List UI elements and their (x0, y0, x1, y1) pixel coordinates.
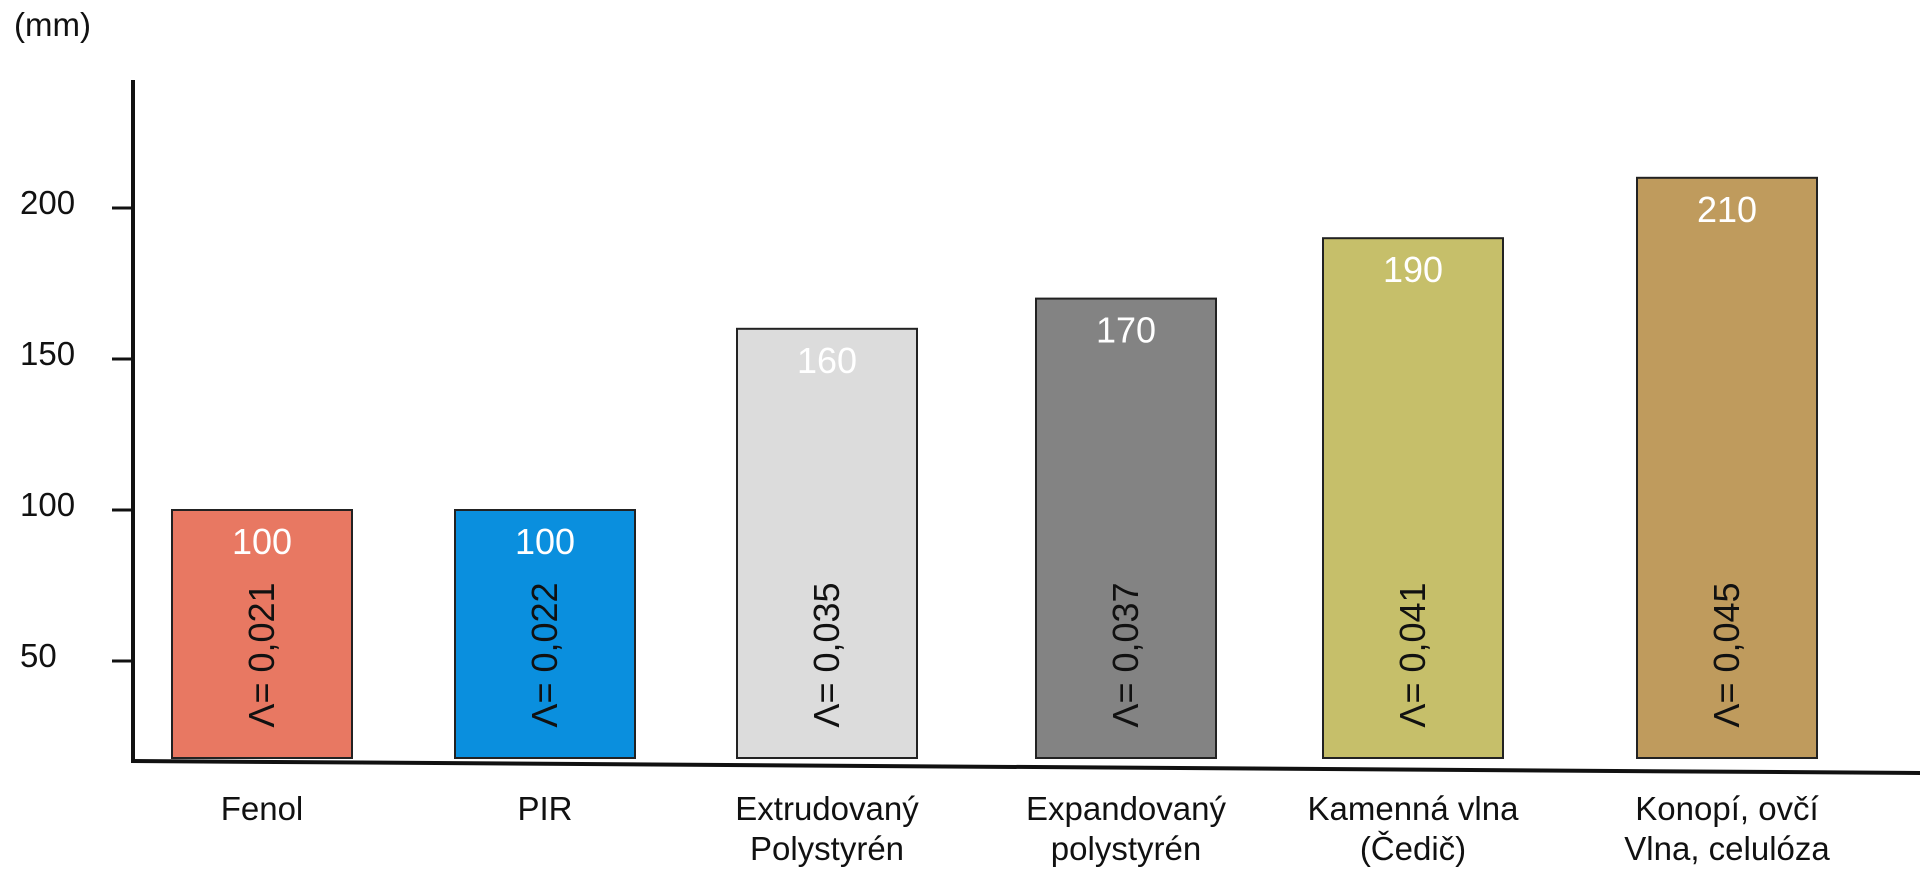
bar-value-label-0: 100 (232, 521, 292, 562)
category-label-3-1: polystyrén (1051, 830, 1201, 867)
bar-lambda-label-5: Λ= 0,045 (1706, 582, 1747, 727)
category-label-2-0: Extrudovaný (735, 790, 919, 827)
category-label-4-1: (Čedič) (1360, 830, 1466, 867)
category-label-0-0: Fenol (221, 790, 304, 827)
y-axis-unit-label: (mm) (14, 6, 91, 43)
bar-2 (736, 327, 918, 759)
y-tick-label-50: 50 (20, 637, 57, 674)
bar-lambda-label-2: Λ= 0,035 (806, 582, 847, 727)
category-label-5-0: Konopí, ovčí (1635, 790, 1818, 827)
y-tick-label-150: 150 (20, 335, 75, 372)
category-label-2-1: Polystyrén (750, 830, 904, 867)
y-axis-ticks: 50 100 150 200 (20, 184, 133, 674)
bar-value-label-1: 100 (515, 521, 575, 562)
y-tick-label-200: 200 (20, 184, 75, 221)
bar-0 (171, 509, 353, 759)
bar-value-label-2: 160 (797, 340, 857, 381)
bars (171, 176, 1818, 760)
bar-lambda-label-1: Λ= 0,022 (524, 582, 565, 727)
bar-value-label-5: 210 (1697, 189, 1757, 230)
bar-1 (454, 509, 636, 759)
category-label-5-1: Vlna, celulóza (1624, 830, 1830, 867)
bar-4 (1322, 237, 1504, 759)
bar-lambda-label-3: Λ= 0,037 (1105, 582, 1146, 727)
category-label-1-0: PIR (517, 790, 572, 827)
x-axis-line (130, 759, 1920, 775)
bar-lambda-label-4: Λ= 0,041 (1392, 582, 1433, 727)
y-tick-label-100: 100 (20, 486, 75, 523)
bar-labels: 100 Λ= 0,021 100 Λ= 0,022 160 Λ= 0,035 170 Λ= 0… (232, 189, 1757, 728)
bar-lambda-label-0: Λ= 0,021 (241, 582, 282, 727)
bar-value-label-4: 190 (1383, 249, 1443, 290)
category-label-4-0: Kamenná vlna (1308, 790, 1520, 827)
bar-5 (1636, 176, 1818, 760)
bar-3 (1035, 297, 1217, 759)
bar-value-label-3: 170 (1096, 310, 1156, 351)
category-label-3-0: Expandovaný (1026, 790, 1226, 827)
